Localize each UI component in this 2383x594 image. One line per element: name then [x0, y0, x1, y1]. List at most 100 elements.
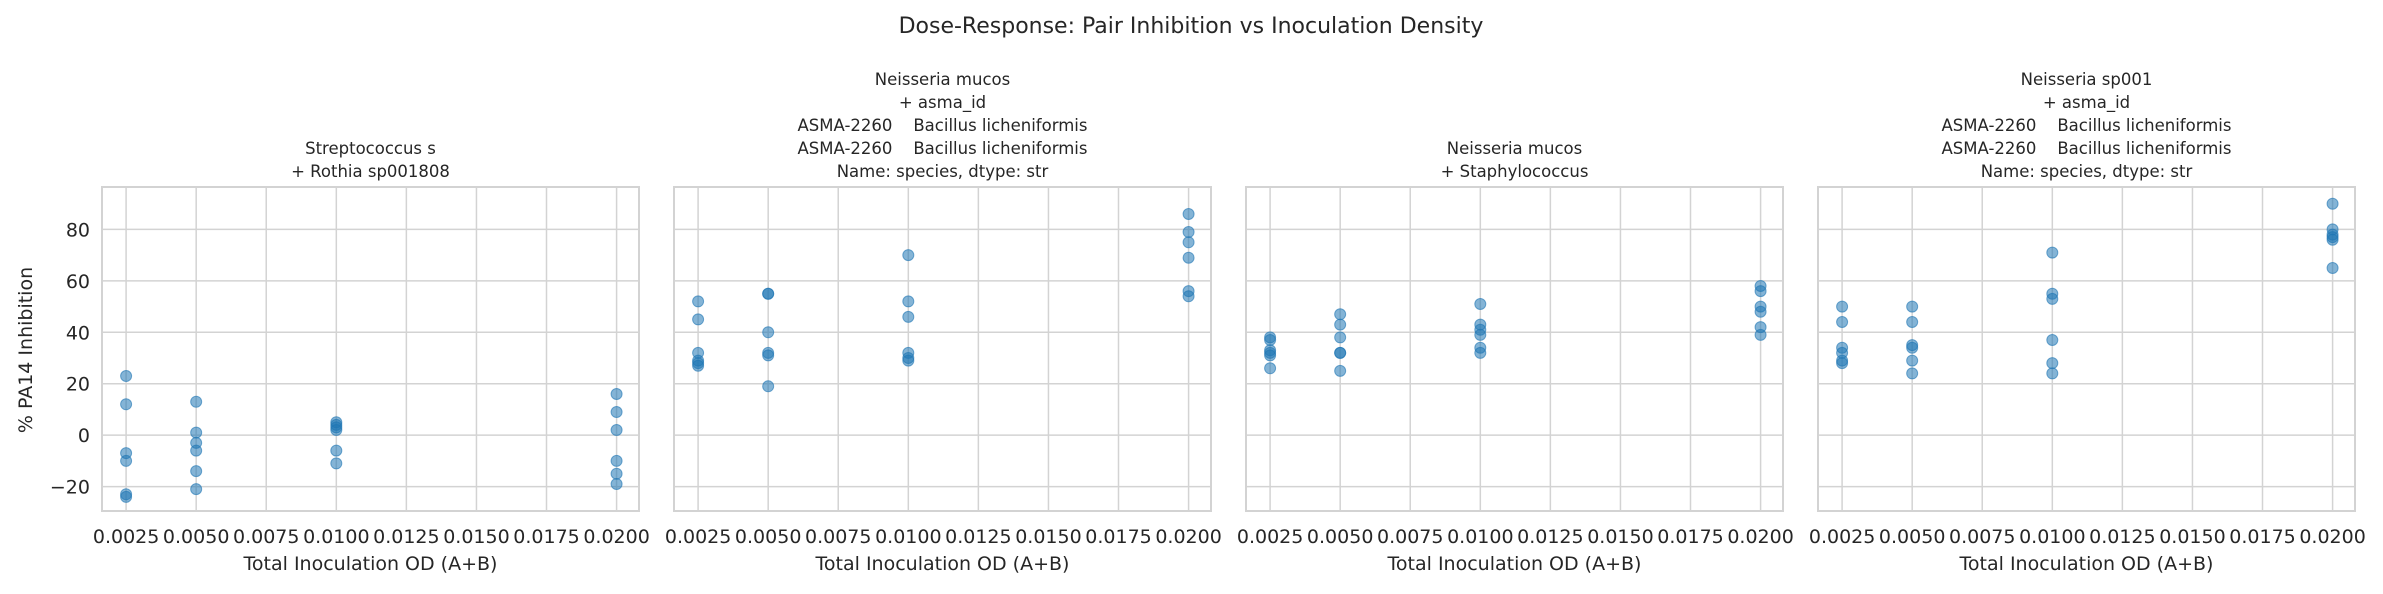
y-tick-label: 40	[66, 322, 90, 344]
x-tick-label: 0.0150	[1015, 526, 1081, 548]
data-point	[120, 454, 133, 467]
data-point	[190, 465, 203, 478]
data-point	[1182, 226, 1195, 238]
x-tick-label: 0.0200	[1155, 526, 1221, 548]
x-tick-label: 0.0075	[805, 526, 871, 548]
data-point	[762, 349, 775, 362]
subplot-title-line: ASMA-2260 Bacillus licheniformis	[1942, 139, 2232, 158]
data-point	[1334, 308, 1347, 321]
data-point	[1264, 349, 1277, 362]
x-tick-label: 0.0025	[665, 526, 731, 548]
data-point	[190, 426, 203, 439]
subplot-title-line: ASMA-2260 Bacillus licheniformis	[1942, 116, 2232, 135]
subplot-title-line: ASMA-2260 Bacillus licheniformis	[798, 116, 1088, 135]
data-point	[2326, 233, 2339, 246]
data-point	[610, 406, 623, 418]
data-point	[1906, 367, 1919, 380]
subplot-title-line: + Staphylococcus	[1441, 162, 1589, 181]
data-point	[610, 454, 623, 467]
data-point	[902, 310, 915, 323]
data-point	[1906, 300, 1919, 313]
x-tick-label: 0.0125	[373, 526, 439, 548]
subplot-title-line: + asma_id	[899, 93, 986, 113]
data-point	[330, 424, 343, 436]
data-point	[1474, 328, 1487, 341]
x-tick-label: 0.0150	[1587, 526, 1653, 548]
y-tick-label: 60	[66, 271, 90, 293]
x-tick-label: 0.0125	[945, 526, 1011, 548]
x-tick-label: 0.0050	[163, 526, 229, 548]
data-point	[2046, 334, 2059, 346]
subplot-title-line: ASMA-2260 Bacillus licheniformis	[798, 139, 1088, 158]
x-axis-label: Total Inoculation OD (A+B)	[243, 553, 498, 575]
data-point	[692, 359, 705, 372]
data-point	[1906, 354, 1919, 367]
data-point	[762, 326, 775, 339]
data-point	[902, 354, 915, 367]
data-point	[1906, 341, 1919, 354]
subplot-3: 0.0025 0.0050 0.0075 0.0100 0.0125 0.0150 0.01…	[1237, 139, 1794, 575]
data-point	[1474, 298, 1487, 310]
data-point	[1334, 364, 1347, 377]
x-tick-label: 0.0025	[1809, 526, 1875, 548]
subplot-2: 0.0025 0.0050 0.0075 0.0100 0.0125 0.0150 0.01…	[665, 70, 1222, 575]
data-point	[1182, 236, 1195, 249]
data-point	[1474, 346, 1487, 359]
y-axis-label: % PA14 Inhibition	[15, 267, 37, 433]
x-axis-label: Total Inoculation OD (A+B)	[1959, 553, 2214, 575]
x-tick-label: 0.0075	[1377, 526, 1443, 548]
data-point	[1754, 305, 1767, 318]
data-point	[2326, 197, 2339, 210]
data-point	[1182, 208, 1195, 220]
x-tick-label: 0.0150	[443, 526, 509, 548]
y-tick-label: 0	[78, 425, 90, 447]
x-tick-label: 0.0175	[2229, 526, 2295, 548]
x-tick-label: 0.0175	[1085, 526, 1151, 548]
x-tick-label: 0.0200	[2299, 526, 2365, 548]
x-tick-label: 0.0175	[513, 526, 579, 548]
x-axis-label: Total Inoculation OD (A+B)	[1387, 553, 1642, 575]
data-point	[1754, 285, 1767, 298]
data-point	[2046, 246, 2059, 259]
y-tick-label: 20	[66, 374, 90, 396]
data-point	[610, 388, 623, 400]
subplots: 0.0025 0.0050 0.0075 0.0100 0.0125 0.0150 0.01…	[50, 70, 2366, 575]
data-point	[1836, 357, 1849, 370]
data-point	[1836, 316, 1849, 328]
data-point	[120, 398, 133, 411]
subplot-4: 0.0025 0.0050 0.0075 0.0100 0.0125 0.0150 0.01…	[1809, 70, 2366, 575]
data-point	[120, 490, 133, 503]
data-point	[2046, 357, 2059, 370]
x-tick-label: 0.0050	[735, 526, 801, 548]
data-point	[120, 370, 133, 382]
data-point	[1334, 331, 1347, 344]
plot-frame	[101, 186, 640, 512]
x-tick-label: 0.0075	[1949, 526, 2015, 548]
data-point	[692, 295, 705, 308]
data-point	[902, 295, 915, 308]
x-tick-label: 0.0100	[303, 526, 369, 548]
data-point	[762, 287, 775, 300]
x-tick-label: 0.0175	[1657, 526, 1723, 548]
data-point	[330, 444, 343, 457]
data-point	[330, 457, 343, 470]
plot-frame	[673, 186, 1212, 512]
x-tick-label: 0.0125	[2089, 526, 2155, 548]
data-point	[1264, 334, 1277, 346]
data-point	[1754, 328, 1767, 341]
x-tick-label: 0.0050	[1879, 526, 1945, 548]
data-point	[610, 424, 623, 436]
data-point	[190, 395, 203, 408]
data-point	[2326, 262, 2339, 274]
data-point	[1334, 346, 1347, 359]
subplot-title-line: + Rothia sp001808	[291, 162, 450, 181]
x-tick-label: 0.0050	[1307, 526, 1373, 548]
x-tick-label: 0.0100	[1447, 526, 1513, 548]
subplot-title-line: Name: species, dtype: str	[837, 162, 1049, 181]
data-point	[610, 467, 623, 480]
data-point	[902, 249, 915, 262]
subplot-1: 0.0025 0.0050 0.0075 0.0100 0.0125 0.0150 0.01…	[50, 139, 650, 575]
data-point	[1182, 251, 1195, 264]
x-tick-label: 0.0200	[583, 526, 649, 548]
